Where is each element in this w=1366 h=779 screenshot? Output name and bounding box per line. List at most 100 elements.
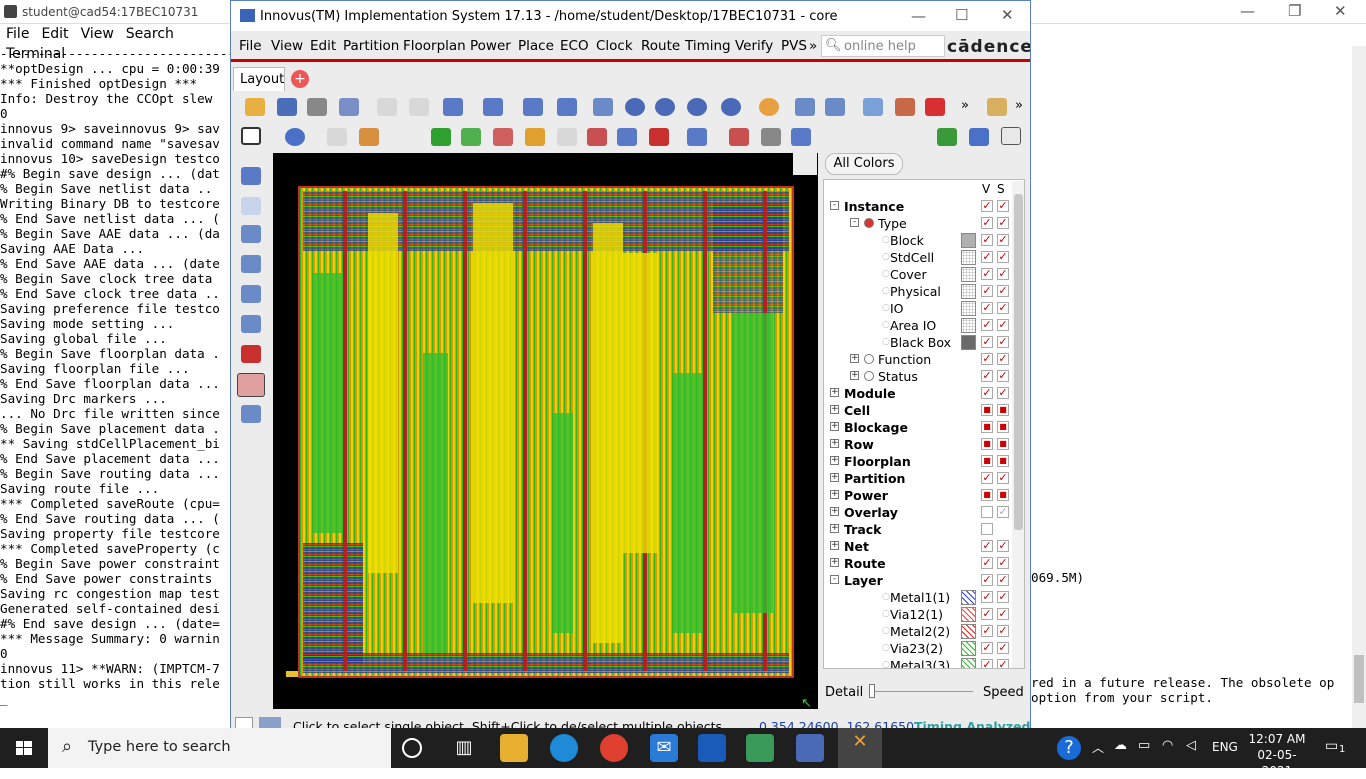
selectable-checkbox[interactable]: ■ [997,438,1009,450]
move-icon[interactable] [795,98,815,116]
selectable-checkbox[interactable]: ■ [997,421,1009,433]
collapse-icon[interactable]: - [830,201,839,210]
menu-partition[interactable]: Partition [343,38,400,54]
file-explorer-icon[interactable] [500,734,528,762]
ruler-icon[interactable] [359,128,379,146]
zoom-prev-icon[interactable] [721,98,741,116]
tree-row[interactable]: ○ IO ✓ ✓ [824,300,1009,317]
expand-icon[interactable]: + [830,523,839,533]
slider-thumb[interactable] [869,684,875,698]
visible-checkbox[interactable] [981,523,993,535]
wire-check-icon[interactable] [557,98,577,116]
tool-bracket-icon[interactable] [241,225,261,243]
terminal-output[interactable]: --------------------------------- **optDe… [0,46,232,726]
cloud-icon[interactable]: ☁ [1114,738,1127,753]
refresh-icon[interactable] [759,98,779,116]
wire-icon[interactable] [443,98,463,116]
expand-icon[interactable]: + [830,489,839,499]
visible-checkbox[interactable]: ✓ [981,658,993,669]
tool-align-icon[interactable] [241,255,261,273]
menu-pvs[interactable]: PVS [781,38,807,54]
selectable-checkbox[interactable]: ✓ [997,471,1009,484]
tray-chevron-icon[interactable]: ︿ [1092,741,1105,755]
color-swatch[interactable] [961,641,976,656]
notes-icon[interactable] [987,98,1007,116]
color-palette-icon[interactable] [793,153,817,175]
tool-delete-icon[interactable] [241,345,261,363]
clock[interactable]: 12:07 AM 02-05-2021 [1244,731,1310,779]
selectable-checkbox[interactable]: ✓ [997,505,1009,518]
expand-icon[interactable]: + [830,455,839,465]
minimize-icon[interactable]: — [911,7,926,25]
selectable-checkbox[interactable]: ✓ [997,267,1009,280]
tree-row[interactable]: + Blockage ■ ■ [824,419,1009,436]
selectable-checkbox[interactable]: ✓ [997,539,1009,552]
visible-checkbox[interactable]: ■ [981,404,993,416]
tree-row[interactable]: + Status ✓ ✓ [824,368,1009,385]
tree-row[interactable]: ○ Cover ✓ ✓ [824,266,1009,283]
radio-icon[interactable] [864,371,874,381]
selectable-checkbox[interactable]: ✓ [997,641,1009,654]
tree-row[interactable]: + Track [824,521,1009,538]
stretch-icon[interactable] [687,128,707,146]
tree-row[interactable]: - Instance ✓ ✓ [824,198,1009,215]
selectable-checkbox[interactable]: ✓ [997,590,1009,603]
visible-checkbox[interactable]: ✓ [981,369,993,382]
select-icon[interactable] [241,127,261,145]
visible-checkbox[interactable]: ✓ [981,624,993,637]
color-swatch[interactable] [961,607,976,622]
expand-icon[interactable]: + [830,421,839,431]
zoom-in-icon[interactable] [625,98,645,116]
minimize-icon[interactable]: — [1240,2,1255,20]
taskbar-search[interactable]: ⌕ Type here to search [48,728,391,768]
selectable-checkbox[interactable]: ✓ [997,556,1009,569]
color-swatch[interactable] [961,590,976,605]
visible-checkbox[interactable]: ✓ [981,556,993,569]
expand-icon[interactable]: + [830,404,839,414]
task-view-icon[interactable]: ▥ [455,737,473,758]
tree-row[interactable]: - Layer ✓ ✓ [824,572,1009,589]
tree-row[interactable]: + Floorplan ■ ■ [824,453,1009,470]
radio-icon[interactable] [864,354,874,364]
radio-icon[interactable] [864,218,874,228]
menu-view[interactable]: View [271,38,304,54]
visible-checkbox[interactable]: ✓ [981,318,993,331]
color-swatch[interactable] [961,624,976,639]
tool-spacing-icon[interactable] [241,315,261,333]
visible-checkbox[interactable]: ✓ [981,590,993,603]
collapse-icon[interactable]: - [850,218,859,227]
tree-row[interactable]: - Type ✓ ✓ [824,215,1009,232]
hierarchy-up-icon[interactable] [825,98,845,116]
tree-row[interactable]: + Function ✓ ✓ [824,351,1009,368]
tree-row[interactable]: ○ Block ✓ ✓ [824,232,1009,249]
visible-checkbox[interactable]: ✓ [981,284,993,297]
color-swatch[interactable] [961,267,976,282]
menu-power[interactable]: Power [470,38,511,54]
app-icon-2[interactable] [796,734,824,762]
select-area-icon[interactable] [587,128,607,146]
route-icon[interactable] [557,128,577,146]
add-cell-icon[interactable] [461,128,481,146]
layout-view-icon[interactable] [937,128,957,146]
check-icon[interactable] [339,98,359,116]
tree-row[interactable]: + Overlay ✓ [824,504,1009,521]
visible-checkbox[interactable]: ✓ [981,352,993,365]
tree-row[interactable]: ○ StdCell ✓ ✓ [824,249,1009,266]
tool-distribute-icon[interactable] [241,285,261,303]
cursor-icon[interactable] [761,128,781,146]
visible-checkbox[interactable]: ✓ [981,199,993,212]
terminal-menu-file[interactable]: File [6,26,30,42]
people-icon[interactable] [969,128,989,146]
color-swatch[interactable] [961,284,976,299]
menu-place[interactable]: Place [518,38,554,54]
tree-row[interactable]: + Route ✓ ✓ [824,555,1009,572]
tool-cell-icon[interactable] [237,373,265,397]
visible-checkbox[interactable]: ■ [981,438,993,450]
selectable-checkbox[interactable]: ✓ [997,335,1009,348]
tree-row[interactable]: ○ Physical ✓ ✓ [824,283,1009,300]
selectable-checkbox[interactable]: ✓ [997,199,1009,212]
visible-checkbox[interactable] [981,506,993,518]
language-indicator[interactable]: ENG [1212,740,1238,754]
zoom-out-icon[interactable] [655,98,675,116]
online-help-input[interactable]: 🔍︎ online help [821,35,945,57]
